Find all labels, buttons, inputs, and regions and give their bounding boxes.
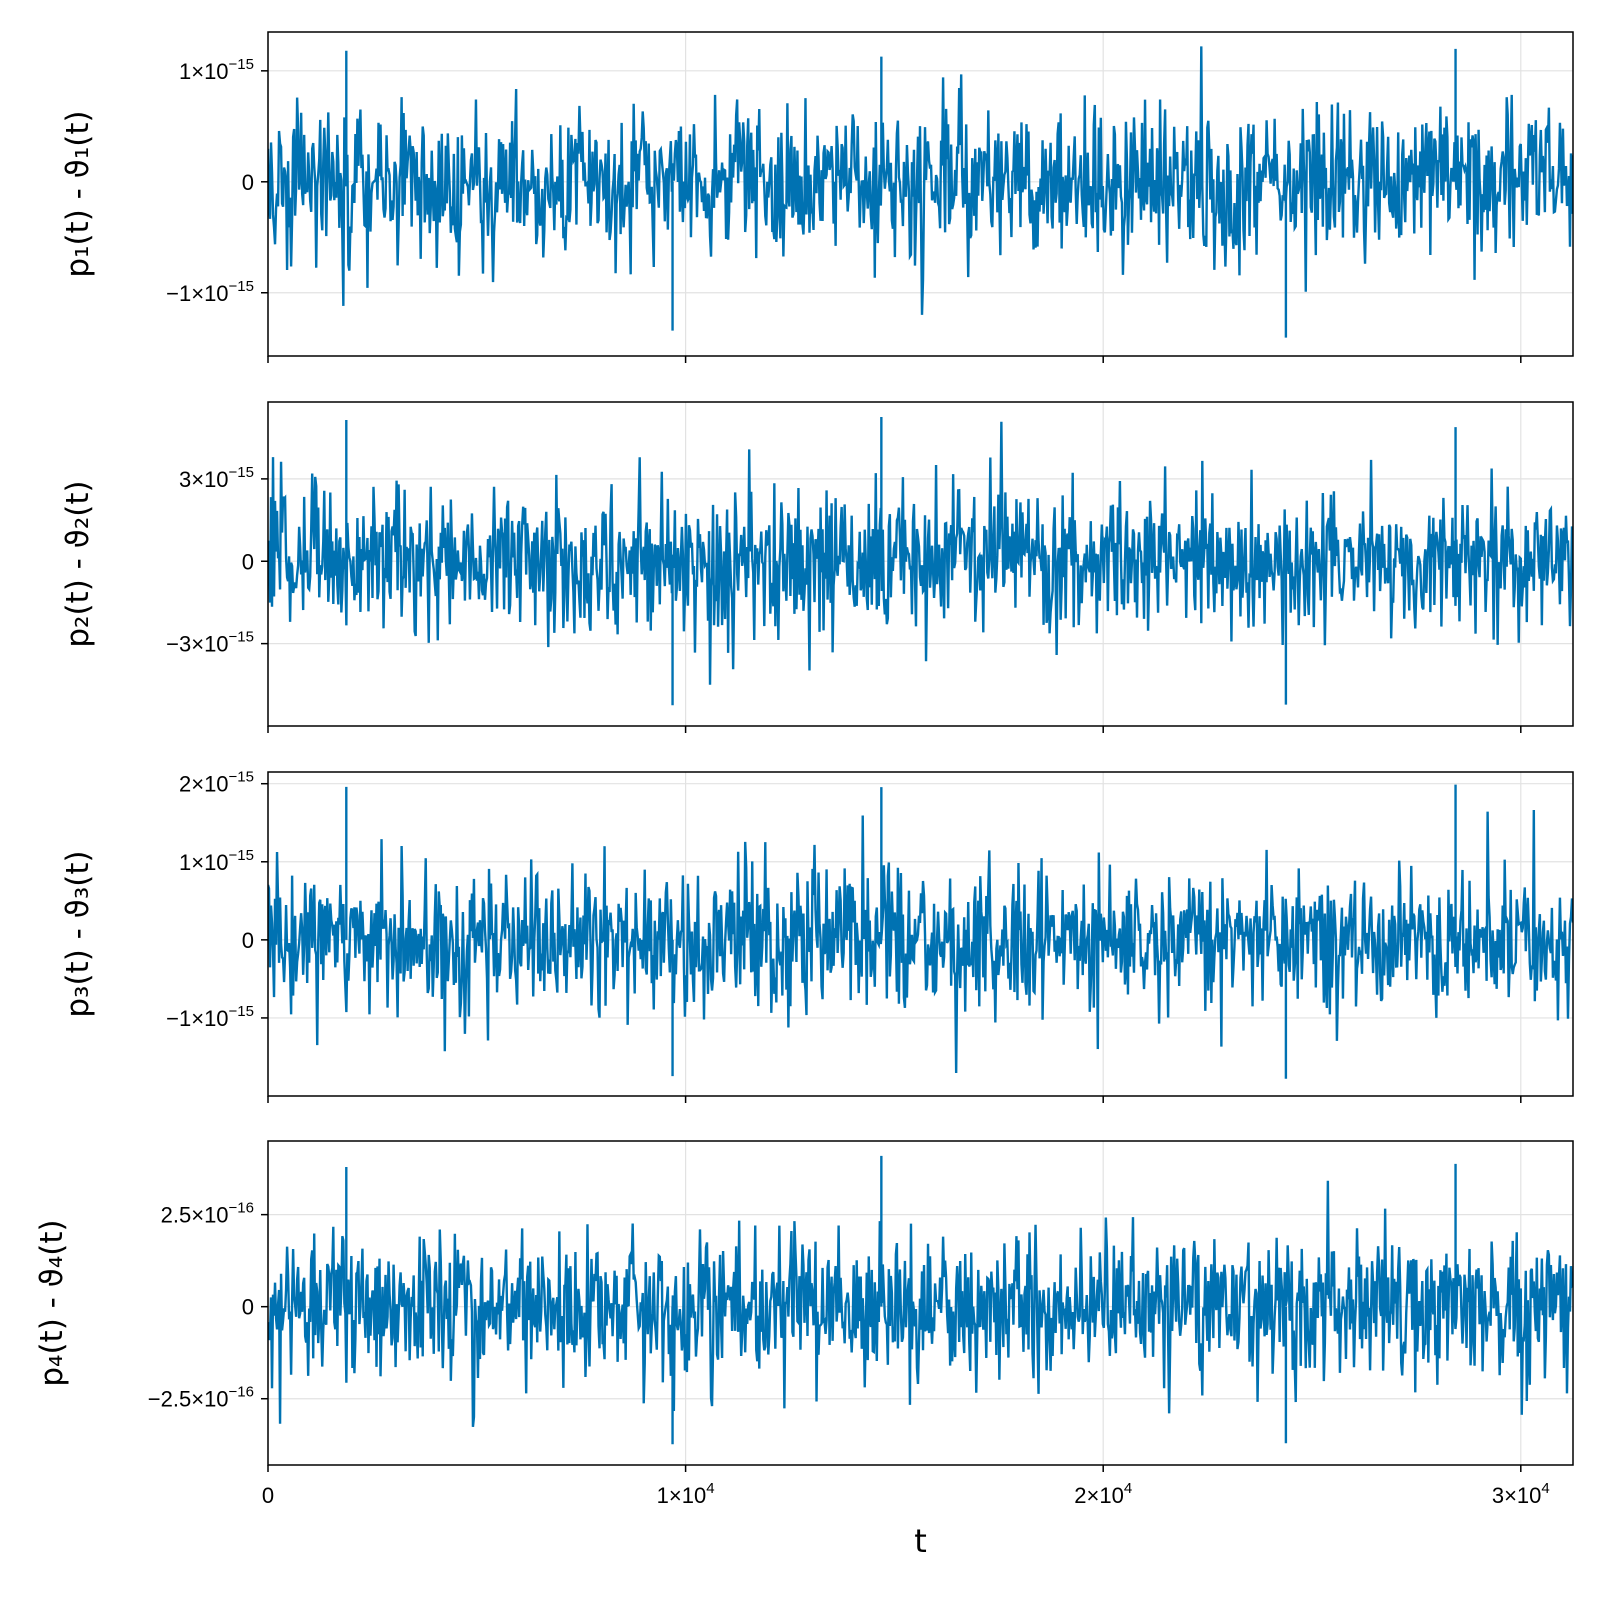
series-spikes [345, 48, 1457, 338]
tick-label: −1×10−15 [166, 1003, 254, 1031]
tick-label: 1×10−15 [179, 847, 254, 875]
tick-label: 3×10−15 [179, 464, 254, 492]
subplot-3: 2×10−15 1×10−15 0 −1×10−15 p₃(t) - ϑ₃(t) [60, 769, 1574, 1103]
subplot-1: 1×10−15 0 −1×10−15 p₁(t) - ϑ₁(t) [60, 31, 1574, 363]
tick-label: 0 [242, 549, 254, 574]
tick-label: −3×10−15 [166, 629, 254, 657]
tick-label: 3×104 [1492, 1480, 1550, 1508]
series-spikes [345, 1155, 1457, 1445]
tick-label: −2.5×10−16 [148, 1384, 254, 1412]
tick-label: 0 [262, 1483, 274, 1508]
tick-label: 1×10−15 [179, 56, 254, 84]
tick-label: 2×104 [1074, 1480, 1132, 1508]
series-line [268, 421, 1573, 685]
plot-frame [267, 1140, 1574, 1466]
plot-frame [267, 401, 1574, 727]
y-axis-title: p₁(t) - ϑ₁(t) [60, 110, 96, 277]
plot-frame [267, 31, 1574, 357]
y-axis-title: p₂(t) - ϑ₂(t) [60, 480, 96, 647]
tick-label: −1×10−15 [166, 278, 254, 306]
series-line [268, 809, 1573, 1074]
tick-label: 0 [242, 1295, 254, 1320]
series-spikes [345, 417, 1457, 706]
subplot-4: 2.5×10−16 0 −2.5×10−16 p₄(t) - ϑ₄(t) [34, 1140, 1574, 1472]
series-line [268, 1180, 1573, 1428]
tick-label: 0 [242, 170, 254, 195]
y-axis-title: p₄(t) - ϑ₄(t) [34, 1219, 70, 1386]
tick-label: 0 [242, 928, 254, 953]
series-spikes [345, 784, 1457, 1079]
subplot-2: 3×10−15 0 −3×10−15 p₂(t) - ϑ₂(t) [60, 401, 1574, 733]
x-axis: 0 1×104 2×104 3×104 t [262, 1480, 1550, 1560]
tick-label: 2.5×10−16 [161, 1200, 254, 1228]
x-axis-title: t [914, 1522, 927, 1560]
series-line [268, 46, 1573, 315]
tick-label: 2×10−15 [179, 769, 254, 797]
y-axis-title: p₃(t) - ϑ₃(t) [60, 850, 96, 1017]
tick-label: 1×104 [657, 1480, 715, 1508]
plot-frame [267, 771, 1574, 1097]
